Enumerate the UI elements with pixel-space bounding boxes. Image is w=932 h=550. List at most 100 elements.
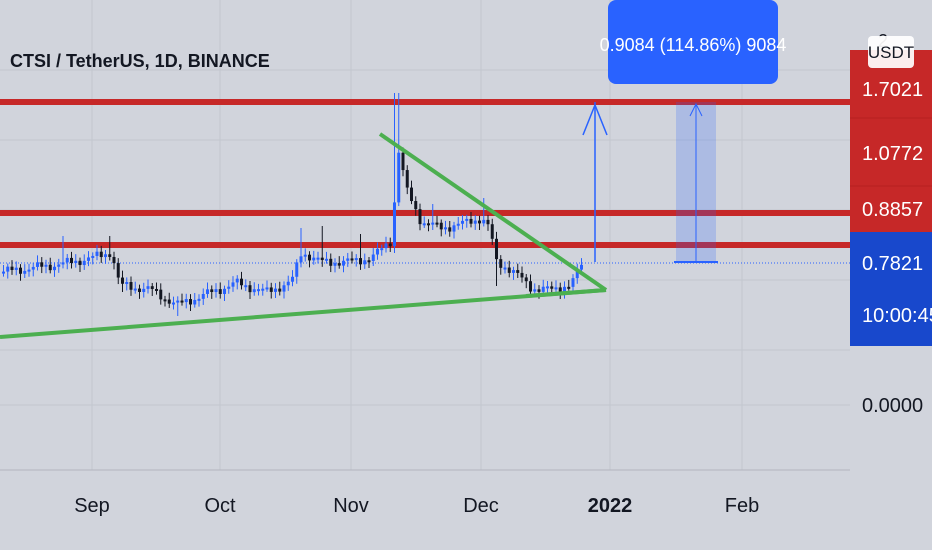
candle-body[interactable] (405, 170, 409, 188)
candle-body[interactable] (240, 278, 243, 286)
candle-body[interactable] (499, 259, 503, 268)
candle-body[interactable] (580, 264, 583, 270)
candle-body[interactable] (61, 262, 65, 265)
candle-body[interactable] (82, 260, 86, 266)
candle-body[interactable] (541, 286, 545, 292)
candle-body[interactable] (150, 286, 154, 289)
candle-body[interactable] (167, 299, 171, 304)
candle-body[interactable] (376, 248, 379, 255)
candle-body[interactable] (303, 254, 307, 257)
target-projection[interactable] (582, 102, 718, 263)
candle-body[interactable] (180, 300, 184, 303)
candle-body[interactable] (163, 299, 167, 302)
descending-trendline[interactable] (378, 132, 608, 292)
candle-body[interactable] (482, 219, 486, 224)
candle-body[interactable] (410, 187, 413, 202)
candle-body[interactable] (452, 225, 456, 232)
candle-body[interactable] (274, 288, 277, 292)
candle-body[interactable] (435, 222, 439, 225)
candle-body[interactable] (312, 257, 316, 261)
candle-body[interactable] (193, 299, 197, 305)
triangle-pattern[interactable] (0, 132, 608, 339)
candle-body[interactable] (299, 256, 303, 263)
candle-body[interactable] (91, 255, 95, 258)
candle-body[interactable] (278, 288, 282, 292)
measure-label-box[interactable]: 0.9084 (114.86%) 9084 (600, 0, 787, 84)
candle-body[interactable] (112, 256, 116, 264)
candle-body[interactable] (533, 289, 537, 292)
candle-body[interactable] (138, 288, 141, 292)
candle-body[interactable] (31, 266, 35, 270)
ascending-trendline[interactable] (0, 288, 607, 339)
candle-body[interactable] (384, 243, 388, 249)
candle-body[interactable] (40, 262, 44, 267)
candle-body[interactable] (133, 288, 137, 291)
candle-body[interactable] (563, 286, 566, 293)
projection-arrow-head[interactable] (582, 102, 608, 136)
candle-body[interactable] (558, 287, 562, 293)
candle-body[interactable] (206, 289, 209, 294)
candle-body[interactable] (359, 258, 362, 265)
candle-body[interactable] (19, 267, 22, 274)
candle-body[interactable] (104, 254, 107, 258)
candle-body[interactable] (53, 266, 56, 271)
candle-body[interactable] (214, 289, 218, 293)
candle-body[interactable] (2, 271, 5, 274)
candle-body[interactable] (490, 224, 494, 239)
candle-body[interactable] (524, 277, 528, 282)
candle-body[interactable] (231, 282, 235, 287)
candle-body[interactable] (87, 257, 90, 261)
resistance-line-middle[interactable] (0, 210, 850, 216)
candle-body[interactable] (550, 286, 554, 289)
candle-body[interactable] (346, 258, 350, 261)
candle-body[interactable] (10, 266, 14, 270)
candle-body[interactable] (235, 278, 239, 283)
candle-body[interactable] (507, 267, 511, 273)
candle-body[interactable] (342, 260, 345, 266)
candle-body[interactable] (354, 258, 358, 261)
candle-body[interactable] (478, 220, 481, 224)
candle-body[interactable] (44, 264, 48, 267)
candle-body[interactable] (286, 281, 290, 286)
candle-body[interactable] (201, 293, 205, 299)
candle-body[interactable] (448, 227, 452, 232)
candle-body[interactable] (439, 222, 443, 230)
candle-body[interactable] (486, 219, 490, 225)
candle-body[interactable] (512, 270, 515, 273)
candle-body[interactable] (495, 238, 498, 260)
candle-body[interactable] (316, 257, 320, 260)
candle-body[interactable] (554, 287, 558, 290)
candle-body[interactable] (189, 299, 192, 305)
candle-body[interactable] (197, 298, 201, 301)
candle-body[interactable] (537, 289, 541, 292)
candle-body[interactable] (473, 220, 477, 224)
candle-body[interactable] (261, 288, 265, 291)
candle-body[interactable] (95, 251, 99, 256)
candle-body[interactable] (422, 223, 426, 226)
candle-body[interactable] (546, 286, 549, 289)
candle-body[interactable] (27, 269, 31, 272)
candle-body[interactable] (248, 285, 252, 293)
candle-body[interactable] (142, 288, 146, 292)
candle-body[interactable] (74, 260, 78, 263)
candle-body[interactable] (257, 289, 260, 292)
candle-body[interactable] (388, 243, 392, 247)
candle-body[interactable] (65, 257, 69, 263)
candle-body[interactable] (393, 202, 396, 247)
candle-body[interactable] (571, 278, 575, 287)
candle-body[interactable] (36, 262, 39, 267)
resistance-line-bottom[interactable] (0, 242, 850, 248)
candle-body[interactable] (350, 258, 354, 261)
candle-body[interactable] (371, 254, 375, 261)
candle-body[interactable] (78, 260, 82, 266)
candle-body[interactable] (575, 269, 579, 279)
candle-body[interactable] (380, 248, 384, 251)
resistance-levels[interactable] (0, 99, 850, 248)
candle-body[interactable] (444, 227, 447, 230)
candle-body[interactable] (14, 267, 18, 270)
candle-body[interactable] (516, 270, 520, 273)
candle-body[interactable] (418, 209, 422, 225)
time-axis[interactable]: Sep Oct Nov Dec 2022 Feb (74, 495, 759, 517)
candle-body[interactable] (329, 258, 333, 266)
